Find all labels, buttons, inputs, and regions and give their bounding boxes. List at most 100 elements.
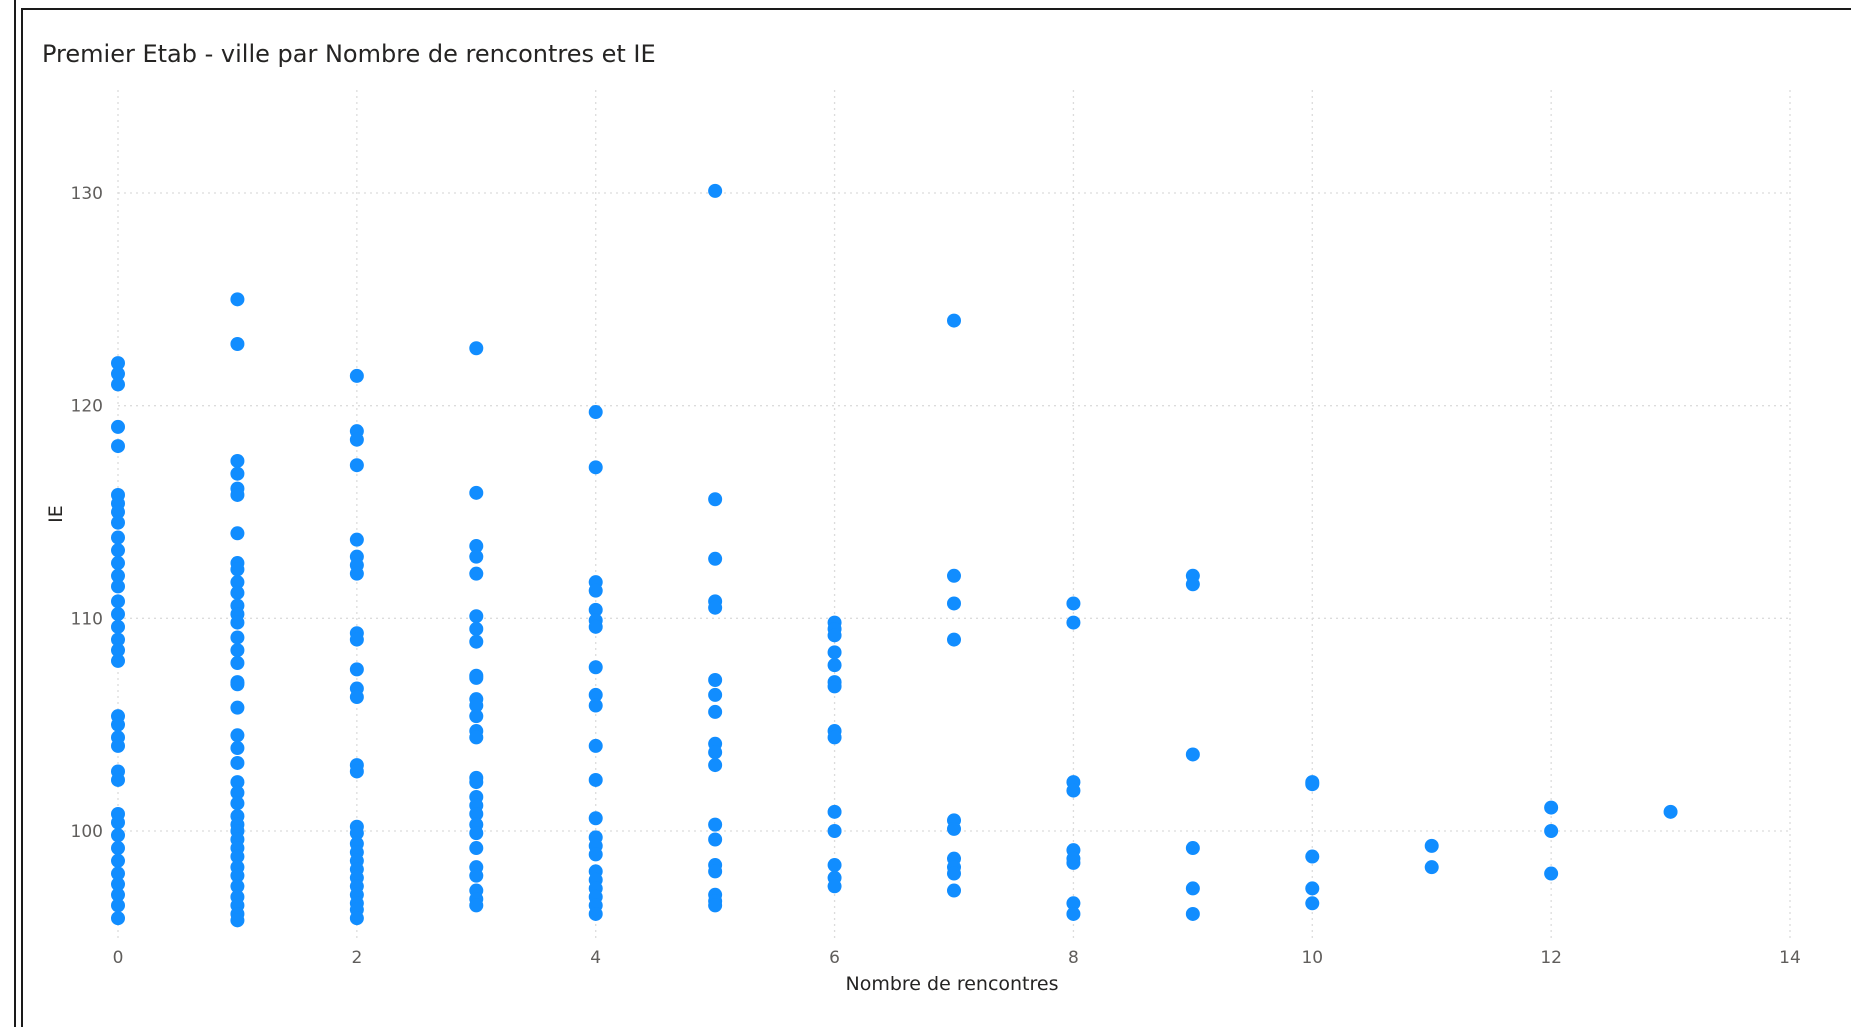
data-point[interactable] — [827, 658, 842, 673]
data-point[interactable] — [230, 453, 245, 468]
data-point[interactable] — [708, 551, 723, 566]
data-point[interactable] — [1424, 838, 1439, 853]
data-point[interactable] — [230, 775, 245, 790]
data-point[interactable] — [111, 439, 125, 454]
data-point[interactable] — [111, 505, 125, 519]
data-point[interactable] — [111, 853, 125, 868]
data-point[interactable] — [947, 568, 961, 583]
data-point[interactable] — [111, 841, 125, 856]
data-point[interactable] — [708, 817, 723, 832]
data-point[interactable] — [469, 485, 484, 500]
data-point[interactable] — [469, 634, 484, 649]
data-point[interactable] — [111, 887, 125, 902]
data-point[interactable] — [111, 898, 125, 913]
data-point[interactable] — [111, 556, 125, 571]
data-point[interactable] — [588, 619, 603, 634]
data-point[interactable] — [947, 632, 961, 647]
data-point[interactable] — [349, 532, 364, 547]
data-point[interactable] — [588, 405, 603, 420]
data-point[interactable] — [111, 419, 125, 434]
data-point[interactable] — [827, 645, 842, 660]
data-point[interactable] — [708, 758, 723, 773]
data-point[interactable] — [1185, 906, 1200, 921]
data-point[interactable] — [230, 466, 245, 481]
data-point[interactable] — [708, 673, 723, 688]
data-point[interactable] — [1185, 577, 1200, 592]
data-point[interactable] — [230, 655, 245, 670]
data-point[interactable] — [111, 377, 125, 392]
data-point[interactable] — [230, 575, 245, 590]
data-point[interactable] — [469, 841, 484, 856]
data-point[interactable] — [469, 698, 484, 713]
data-point[interactable] — [230, 487, 245, 502]
data-point[interactable] — [469, 709, 484, 724]
data-point[interactable] — [708, 492, 723, 507]
data-point[interactable] — [230, 336, 245, 351]
data-point[interactable] — [469, 670, 484, 685]
data-point[interactable] — [111, 738, 125, 753]
data-point[interactable] — [827, 824, 842, 838]
data-point[interactable] — [230, 585, 245, 600]
data-point[interactable] — [588, 772, 603, 787]
data-point[interactable] — [947, 866, 961, 881]
data-point[interactable] — [230, 700, 245, 715]
data-point[interactable] — [708, 183, 723, 198]
data-point[interactable] — [1185, 881, 1200, 896]
data-point[interactable] — [1185, 841, 1200, 856]
data-point[interactable] — [349, 432, 364, 447]
data-point[interactable] — [111, 815, 125, 830]
data-point[interactable] — [588, 583, 603, 598]
data-point[interactable] — [230, 630, 245, 645]
data-point[interactable] — [469, 806, 484, 821]
data-point[interactable] — [230, 879, 245, 894]
data-point[interactable] — [469, 826, 484, 841]
data-point[interactable] — [1544, 866, 1559, 881]
data-point[interactable] — [230, 677, 245, 692]
data-point[interactable] — [947, 821, 961, 836]
data-point[interactable] — [827, 858, 842, 873]
data-point[interactable] — [1544, 824, 1559, 838]
data-point[interactable] — [827, 679, 842, 694]
data-point[interactable] — [588, 738, 603, 753]
data-point[interactable] — [111, 594, 125, 609]
data-point[interactable] — [1305, 896, 1320, 911]
data-point[interactable] — [947, 313, 961, 328]
data-point[interactable] — [230, 615, 245, 630]
data-point[interactable] — [111, 643, 125, 658]
data-point[interactable] — [230, 868, 245, 883]
data-point[interactable] — [349, 911, 364, 926]
data-point[interactable] — [469, 549, 484, 564]
data-point[interactable] — [111, 772, 125, 787]
data-point[interactable] — [230, 755, 245, 770]
data-point[interactable] — [588, 811, 603, 826]
data-point[interactable] — [230, 796, 245, 811]
data-point[interactable] — [1066, 615, 1081, 630]
data-point[interactable] — [230, 562, 245, 577]
data-point[interactable] — [588, 602, 603, 617]
data-point[interactable] — [349, 826, 364, 841]
data-point[interactable] — [469, 621, 484, 636]
data-point[interactable] — [588, 847, 603, 862]
data-point[interactable] — [1663, 804, 1678, 819]
data-point[interactable] — [111, 568, 125, 583]
data-point[interactable] — [349, 632, 364, 647]
data-point[interactable] — [230, 526, 245, 541]
data-point[interactable] — [1066, 855, 1081, 870]
data-point[interactable] — [588, 460, 603, 475]
data-point[interactable] — [1305, 849, 1320, 864]
data-point[interactable] — [1424, 860, 1439, 875]
data-point[interactable] — [708, 745, 723, 760]
data-point[interactable] — [1544, 800, 1559, 815]
data-point[interactable] — [111, 653, 125, 668]
data-point[interactable] — [1066, 783, 1081, 798]
data-point[interactable] — [349, 690, 364, 705]
data-point[interactable] — [230, 785, 245, 800]
data-point[interactable] — [1066, 596, 1081, 611]
data-point[interactable] — [111, 607, 125, 622]
data-point[interactable] — [230, 292, 245, 307]
data-point[interactable] — [111, 632, 125, 647]
data-point[interactable] — [708, 898, 723, 913]
data-point[interactable] — [111, 366, 125, 381]
data-point[interactable] — [1066, 906, 1081, 921]
data-point[interactable] — [1185, 747, 1200, 762]
